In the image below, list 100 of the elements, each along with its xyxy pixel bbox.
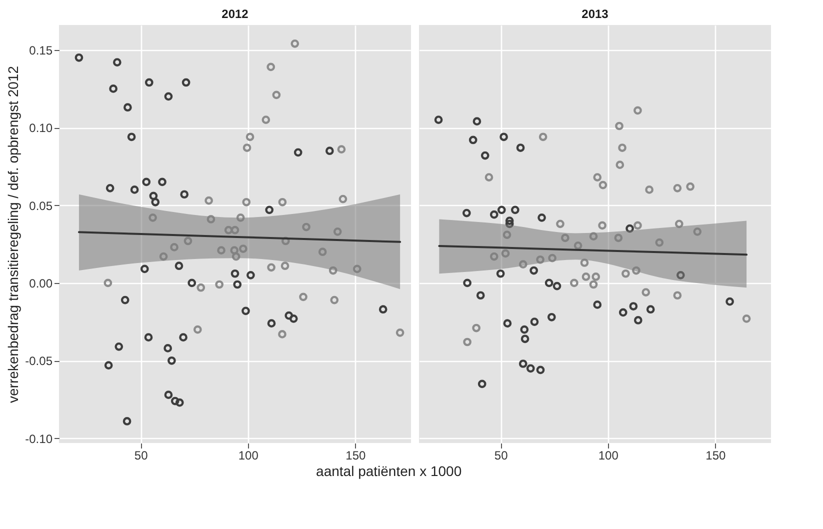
point xyxy=(655,238,664,247)
point xyxy=(278,330,286,338)
y-axis-title: verrekenbedrag transitieregeling / def. opbrengst 2012 xyxy=(5,66,22,403)
point xyxy=(151,198,160,206)
point xyxy=(536,366,545,374)
point xyxy=(333,227,342,236)
x-tick-label: 50 xyxy=(494,448,508,462)
point xyxy=(520,325,529,334)
x-tick-label: 150 xyxy=(346,448,366,462)
point xyxy=(242,306,250,316)
point xyxy=(174,262,184,270)
point xyxy=(673,291,682,300)
point xyxy=(462,208,471,218)
point xyxy=(574,241,582,250)
point xyxy=(230,226,240,234)
y-tick-label: -0.10 xyxy=(25,432,53,446)
point xyxy=(106,184,114,192)
point xyxy=(168,356,176,365)
y-tick-label: 0.05 xyxy=(29,198,53,213)
point xyxy=(179,333,188,342)
point xyxy=(278,198,287,206)
point xyxy=(673,184,682,192)
point xyxy=(674,220,684,228)
point xyxy=(328,266,338,275)
point xyxy=(503,319,512,328)
point xyxy=(589,232,598,241)
point xyxy=(230,269,240,278)
point xyxy=(598,180,608,190)
y-tick-label: 0.10 xyxy=(29,121,53,136)
point xyxy=(140,264,149,274)
point xyxy=(618,308,628,317)
point xyxy=(124,103,132,112)
point xyxy=(196,283,206,292)
point xyxy=(302,222,310,232)
point xyxy=(634,106,642,115)
point xyxy=(281,236,290,246)
point xyxy=(299,292,308,302)
point xyxy=(598,221,606,230)
point xyxy=(180,190,189,199)
point xyxy=(233,280,242,289)
point xyxy=(182,78,190,87)
point xyxy=(164,344,172,352)
point xyxy=(547,312,556,322)
point xyxy=(516,144,525,152)
point xyxy=(468,136,478,144)
point xyxy=(246,271,255,280)
point xyxy=(188,278,196,288)
point xyxy=(193,325,202,334)
point xyxy=(230,246,239,254)
point xyxy=(206,215,216,224)
point xyxy=(318,248,327,256)
y-tick-label: 0.15 xyxy=(29,43,53,58)
point xyxy=(224,226,233,234)
point xyxy=(560,234,570,242)
point xyxy=(142,178,151,186)
y-tick-label: 0.00 xyxy=(29,276,53,290)
point xyxy=(505,216,514,225)
point xyxy=(158,178,166,186)
point xyxy=(284,311,294,320)
point xyxy=(238,244,248,253)
point xyxy=(526,364,535,373)
point xyxy=(267,263,276,272)
point xyxy=(634,316,642,324)
point xyxy=(629,302,638,310)
point xyxy=(267,319,276,328)
point xyxy=(510,206,520,214)
point xyxy=(642,288,650,296)
point xyxy=(463,278,472,288)
point xyxy=(480,151,490,160)
x-tick-label: 50 xyxy=(134,448,148,462)
chart-title: 2012 xyxy=(222,7,249,21)
point xyxy=(518,360,528,368)
point xyxy=(505,220,514,228)
point xyxy=(74,53,84,62)
point xyxy=(592,272,600,281)
point xyxy=(580,258,589,267)
point xyxy=(530,266,538,275)
point xyxy=(127,132,136,142)
point xyxy=(294,148,302,157)
point xyxy=(742,314,751,323)
point xyxy=(646,305,655,314)
point xyxy=(164,92,173,101)
point xyxy=(164,390,173,400)
point xyxy=(215,280,224,289)
point xyxy=(148,214,157,222)
point xyxy=(463,338,472,346)
x-tick-label: 100 xyxy=(238,448,259,462)
point xyxy=(175,398,184,407)
point xyxy=(266,62,276,72)
point xyxy=(184,236,192,246)
point xyxy=(242,198,251,206)
point xyxy=(476,291,485,300)
point xyxy=(626,224,634,233)
point xyxy=(472,117,482,126)
point xyxy=(472,324,480,332)
point xyxy=(518,260,528,268)
point xyxy=(290,39,300,48)
point xyxy=(144,78,154,87)
point xyxy=(434,116,443,124)
point xyxy=(538,214,546,222)
